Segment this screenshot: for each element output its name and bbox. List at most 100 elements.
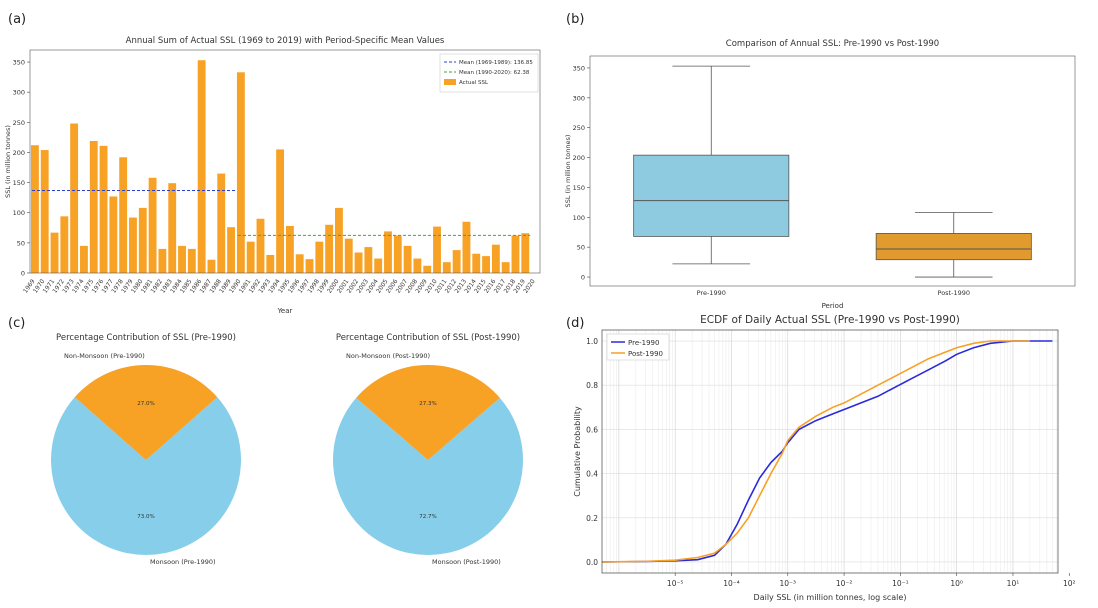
chart-title: Annual Sum of Actual SSL (1969 to 2019) … [126, 36, 445, 46]
x-tick-label: 10⁻⁵ [667, 579, 684, 588]
pie-slice-monsoon [333, 397, 524, 555]
bar [305, 259, 314, 273]
legend-box [439, 53, 539, 93]
bar [168, 183, 177, 273]
y-tick-label: 350 [573, 64, 585, 72]
plot-frame [589, 55, 1076, 287]
slice-pct-label: 27.0% [137, 401, 154, 407]
bar [354, 252, 363, 273]
bar [40, 150, 49, 273]
plot-frame [601, 329, 1059, 574]
bar [217, 173, 226, 273]
chart-title: ECDF of Daily Actual SSL (Pre-1990 vs Po… [700, 314, 960, 326]
bar [119, 157, 128, 273]
slice-name-label: Monsoon (Post-1990) [432, 558, 501, 566]
y-tick-label: 50 [17, 239, 25, 247]
bar [344, 238, 353, 273]
bar [187, 248, 196, 273]
bar [178, 245, 186, 273]
bar-chart-annual-ssl: Annual Sum of Actual SSL (1969 to 2019) … [4, 36, 541, 315]
y-tick-label: 0.2 [586, 514, 598, 523]
x-tick-label: Post-1990 [938, 289, 971, 297]
x-tick-label: 10² [1063, 579, 1076, 588]
bar [403, 245, 412, 273]
y-tick-label: 150 [13, 179, 25, 187]
bar [374, 258, 383, 273]
bar [138, 207, 147, 273]
y-tick-label: 0.6 [586, 425, 598, 434]
bar [413, 258, 422, 273]
x-tick-label: 10¹ [1007, 579, 1020, 588]
legend-entry: Mean (1969-1989): 136.85 [459, 60, 533, 66]
bar [276, 149, 285, 273]
bar [70, 123, 79, 274]
bar [266, 254, 275, 273]
bar [442, 262, 451, 273]
y-tick-label: 100 [573, 214, 585, 222]
panel-label-d: (d) [566, 316, 585, 331]
y-tick-label: 0.8 [586, 381, 598, 390]
bar [501, 262, 510, 273]
bar [452, 250, 461, 273]
chart-title: Comparison of Annual SSL: Pre-1990 vs Po… [726, 39, 939, 49]
x-axis-label: Daily SSL (in million tonnes, log scale) [754, 593, 907, 602]
pie-slice-non-monsoon [74, 365, 218, 460]
bar [472, 253, 481, 273]
bar [227, 227, 235, 273]
slice-name-label: Monsoon (Pre-1990) [150, 558, 216, 566]
bar [158, 248, 167, 273]
x-axis-label: Period [822, 302, 844, 310]
y-tick-label: 0 [21, 270, 25, 278]
slice-pct-label: 72.7% [419, 514, 436, 520]
slice-name-label: Non-Monsoon (Post-1990) [346, 352, 430, 360]
y-tick-label: 1.0 [586, 337, 598, 346]
bar [148, 177, 157, 273]
pie-slice-non-monsoon [356, 365, 500, 460]
chart-title: Percentage Contribution of SSL (Pre-1990… [56, 333, 236, 343]
y-tick-label: 350 [13, 59, 25, 67]
bar [482, 256, 490, 273]
x-tick-label: Pre-1990 [697, 289, 726, 297]
bar [423, 265, 432, 273]
bar [325, 224, 334, 273]
y-tick-label: 0.0 [586, 558, 598, 567]
bar [30, 145, 39, 273]
bar [285, 225, 294, 273]
bar [384, 231, 392, 273]
bar [246, 241, 255, 273]
x-tick-label: 10⁻³ [780, 579, 797, 588]
bar [207, 259, 216, 273]
x-tick-label: 10⁰ [950, 579, 963, 588]
slice-pct-label: 27.3% [419, 401, 436, 407]
x-tick-label: 10⁻¹ [892, 579, 909, 588]
bar [109, 196, 118, 273]
y-tick-label: 250 [573, 124, 585, 132]
chart-title: Percentage Contribution of SSL (Post-199… [336, 333, 520, 343]
bar [89, 141, 98, 273]
bar [236, 72, 245, 273]
y-axis-label: SSL (in million tonnes) [4, 125, 12, 198]
box-plot-comparison: Comparison of Annual SSL: Pre-1990 vs Po… [564, 39, 1076, 310]
y-tick-label: 200 [573, 154, 585, 162]
y-tick-label: 150 [573, 184, 585, 192]
panel-label-b: (b) [566, 12, 585, 27]
ecdf-line [601, 340, 1053, 563]
y-tick-label: 0 [581, 274, 585, 282]
bar [99, 145, 108, 273]
y-axis-label: Cumulative Probability [573, 406, 582, 497]
slice-pct-label: 73.0% [137, 514, 154, 520]
bar [197, 60, 206, 274]
x-axis-label: Year [277, 307, 293, 315]
legend-box [606, 333, 670, 361]
legend-entry: Actual SSL [459, 80, 489, 86]
pie-slice-monsoon [51, 397, 242, 555]
bar [60, 216, 69, 273]
ecdf-chart: ECDF of Daily Actual SSL (Pre-1990 vs Po… [573, 314, 1076, 602]
y-tick-label: 250 [13, 119, 25, 127]
legend-swatch-bar [444, 79, 456, 85]
panel-label-c: (c) [8, 316, 26, 331]
y-tick-label: 100 [13, 209, 25, 217]
y-tick-label: 50 [577, 244, 585, 252]
bar [433, 226, 441, 273]
y-tick-label: 0.4 [586, 470, 598, 479]
